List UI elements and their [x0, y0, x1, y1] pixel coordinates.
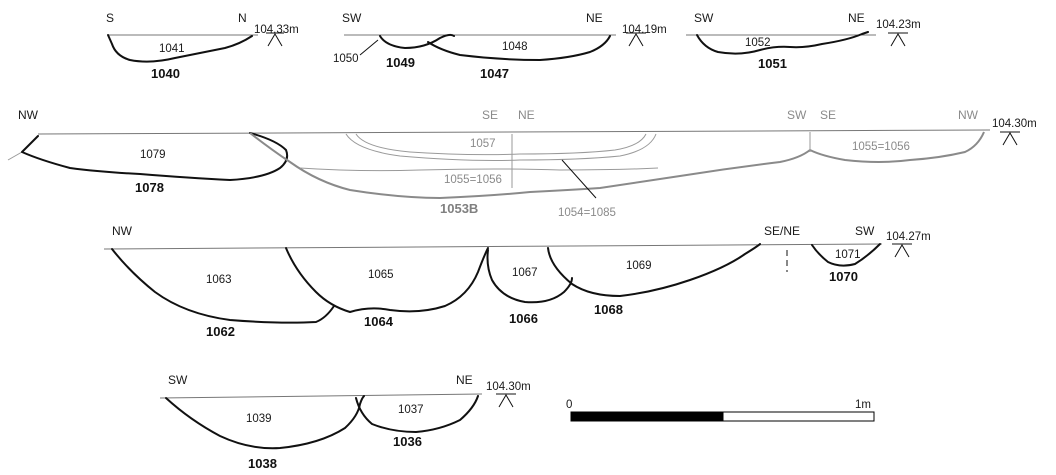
fill-label-1063: 1063 [206, 274, 232, 286]
fill-label-1069: 1069 [626, 260, 652, 272]
fill-boundary-1057-inner [355, 133, 647, 156]
direction-label-right: SW [855, 224, 875, 238]
fill-label-1067: 1067 [512, 267, 538, 279]
datum-label: 104.30m [486, 381, 531, 393]
direction-label-left: SW [168, 373, 188, 387]
direction-label-mid: SE/NE [764, 224, 800, 238]
cut-profile-1070 [811, 243, 881, 267]
cut-profile-1068 [547, 243, 761, 297]
scale-bar-end-label: 1m [855, 399, 871, 411]
datum-label: 104.23m [876, 19, 921, 31]
fill-boundary-1057 [345, 133, 657, 161]
direction-label-right: NE [456, 373, 473, 387]
ground-line [37, 129, 991, 135]
scale-bar-start-label: 0 [566, 399, 572, 411]
direction-label-ne: NE [518, 108, 535, 122]
section-1038: SW NE 1039 1037 1038 1036 104.30m [159, 373, 531, 471]
direction-label-left: NW [112, 224, 133, 238]
cut-label-1078: 1078 [135, 180, 164, 195]
cut-profile-1051 [696, 31, 869, 55]
direction-label-left: SW [694, 11, 714, 25]
fill-label-1050: 1050 [333, 53, 359, 65]
section-1053b: NW SE NE SW SE NW 1079 1078 1057 1055=10… [7, 108, 1037, 219]
fill-label-1039: 1039 [246, 413, 272, 425]
cut-profile-1049 [379, 33, 455, 49]
datum-marker [496, 393, 516, 408]
fill-label-1057: 1057 [470, 138, 496, 150]
cut-label-1047: 1047 [480, 66, 509, 81]
cut-label-1049: 1049 [386, 55, 415, 70]
section-1051: SW NE 1052 1051 104.23m [686, 11, 921, 71]
leader-line [359, 39, 379, 56]
fill-label-1079: 1079 [140, 149, 166, 161]
datum-marker [266, 32, 284, 47]
datum-label: 104.30m [992, 118, 1037, 130]
cut-profile-1038 [165, 395, 365, 450]
datum-marker [892, 243, 912, 258]
fill-label-1048: 1048 [502, 41, 528, 53]
datum-marker [888, 32, 908, 47]
cut-label-1064: 1064 [364, 314, 394, 329]
fill-label-1065: 1065 [368, 269, 394, 281]
section-1062: NW SE/NE SW 1063 1065 1067 1069 1071 106… [103, 224, 931, 339]
scale-bar: 0 1m [566, 399, 875, 422]
datum-marker [1000, 131, 1020, 146]
fill-boundary-1055 [299, 167, 659, 172]
section-1040: S N 1041 1040 104.33m [106, 11, 299, 81]
scale-bar-black-segment [570, 411, 724, 422]
cut-label-1036: 1036 [393, 434, 422, 449]
cut-profile-1036 [355, 395, 479, 433]
direction-label-right: NE [848, 11, 865, 25]
direction-label-sw: SW [787, 108, 807, 122]
direction-label-right: N [238, 11, 247, 25]
cut-profile-1053b [249, 131, 985, 199]
direction-label-se-2: SE [820, 108, 836, 122]
fill-label-1055-b: 1055=1056 [852, 141, 910, 153]
cut-profile-1040 [107, 34, 253, 63]
fill-label-1055-a: 1055=1056 [444, 174, 502, 186]
ground-line [159, 393, 483, 399]
cut-label-1062: 1062 [206, 324, 235, 339]
datum-label: 104.33m [254, 24, 299, 36]
cut-label-1053b: 1053B [440, 201, 478, 216]
datum-marker [626, 32, 646, 47]
direction-label-left: SW [342, 11, 362, 25]
fill-label-1041: 1041 [159, 43, 185, 55]
cut-label-1051: 1051 [758, 56, 787, 71]
ground-line [103, 243, 883, 250]
cut-profile-1062 [111, 248, 335, 324]
cut-label-1068: 1068 [594, 302, 623, 317]
direction-label-right: NE [586, 11, 603, 25]
fill-label-1052: 1052 [745, 37, 771, 49]
cut-profile-1047 [427, 35, 611, 61]
cut-label-1070: 1070 [829, 269, 858, 284]
direction-label-left: S [106, 11, 114, 25]
datum-label: 104.19m [622, 24, 667, 36]
leader-line-1054 [561, 159, 597, 199]
section-1047: SW NE 1050 1048 1049 1047 104.19m [333, 11, 667, 81]
cut-profile-1064 [285, 247, 489, 313]
cut-label-1040: 1040 [151, 66, 180, 81]
direction-label-nw-right: NW [958, 108, 979, 122]
cut-profile-1078 [21, 132, 289, 181]
scale-bar-white-segment [722, 411, 875, 422]
fill-label-1054: 1054=1085 [558, 207, 616, 219]
fill-label-1037: 1037 [398, 404, 424, 416]
datum-label: 104.27m [886, 231, 931, 243]
cut-label-1038: 1038 [248, 456, 277, 471]
direction-label-nw-left: NW [18, 108, 39, 122]
direction-label-se-1: SE [482, 108, 498, 122]
ground-tail [7, 151, 23, 161]
cut-profile-1066 [486, 249, 573, 304]
fill-label-1071: 1071 [835, 249, 861, 261]
cut-label-1066: 1066 [509, 311, 538, 326]
